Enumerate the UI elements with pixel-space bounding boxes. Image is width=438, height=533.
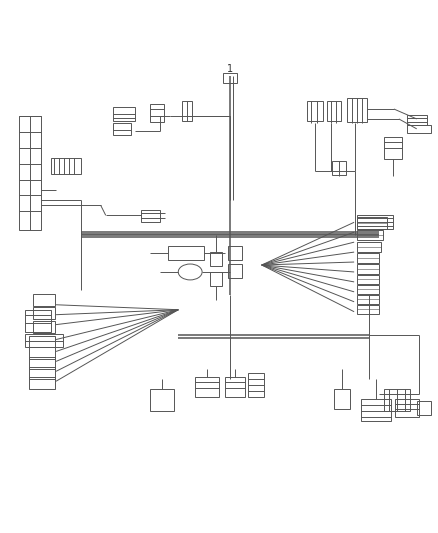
Bar: [182, 101, 192, 121]
Bar: [248, 373, 264, 397]
Bar: [357, 217, 387, 229]
Bar: [25, 310, 51, 332]
Bar: [407, 115, 427, 125]
Bar: [395, 399, 419, 417]
Bar: [29, 336, 55, 348]
Bar: [29, 367, 55, 379]
Bar: [327, 101, 341, 121]
Bar: [29, 377, 55, 389]
Bar: [225, 377, 245, 397]
Bar: [25, 334, 63, 348]
Bar: [113, 123, 131, 135]
Bar: [357, 295, 379, 304]
Bar: [357, 285, 379, 294]
Bar: [357, 230, 383, 240]
Bar: [113, 107, 134, 121]
Bar: [210, 252, 222, 266]
Bar: [417, 401, 431, 415]
Bar: [210, 272, 222, 286]
Bar: [332, 160, 346, 175]
Bar: [334, 389, 350, 409]
Bar: [384, 137, 402, 159]
Bar: [33, 294, 55, 306]
Bar: [347, 98, 367, 122]
Bar: [357, 242, 381, 252]
Bar: [357, 264, 379, 274]
Bar: [361, 399, 391, 421]
Bar: [19, 116, 41, 230]
Text: 1: 1: [227, 64, 233, 74]
Bar: [223, 73, 237, 83]
Bar: [357, 253, 379, 263]
Bar: [357, 305, 379, 314]
Bar: [29, 358, 55, 369]
Bar: [29, 348, 55, 359]
Bar: [407, 125, 431, 133]
Bar: [33, 307, 55, 319]
Bar: [141, 211, 160, 222]
Bar: [51, 158, 81, 174]
Bar: [307, 101, 323, 121]
Bar: [150, 389, 174, 411]
Bar: [195, 377, 219, 397]
Bar: [357, 215, 393, 229]
Bar: [357, 275, 379, 284]
Bar: [33, 321, 55, 333]
Bar: [228, 264, 242, 278]
Bar: [168, 246, 204, 260]
Bar: [228, 246, 242, 260]
Bar: [150, 104, 164, 122]
Bar: [384, 389, 410, 411]
